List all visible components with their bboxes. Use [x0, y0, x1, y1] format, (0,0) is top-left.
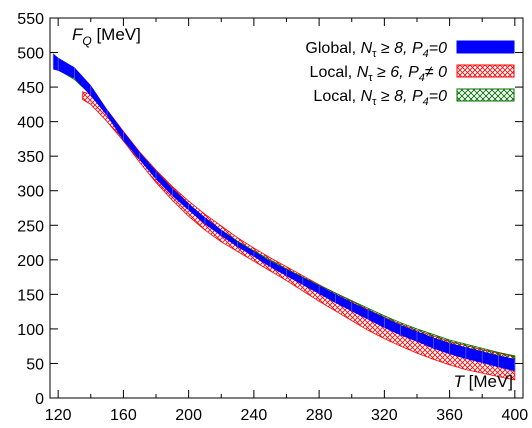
legend-label: Local, Nτ ≥ 6, P4≠ 0 — [310, 64, 448, 84]
y-tick-label: 350 — [17, 149, 44, 166]
y-tick-label: 150 — [17, 287, 44, 304]
legend-swatch — [456, 40, 515, 54]
legend-label: Global, Nτ ≥ 8, P4=0 — [305, 40, 447, 60]
y-axis: 0 50 100 150 200 250 300 350 400 450 500 550 — [17, 11, 523, 408]
y-tick-label: 450 — [17, 80, 44, 97]
y-tick-label: 100 — [17, 322, 44, 339]
x-tick-label: 120 — [45, 407, 72, 424]
x-axis-label: T [MeV] — [453, 372, 513, 391]
legend-swatch — [456, 88, 515, 102]
series-1-band — [52, 53, 516, 372]
series-3-band — [57, 64, 516, 361]
y-tick-label: 0 — [35, 391, 44, 408]
y-tick-label: 50 — [26, 356, 44, 373]
data-bands — [52, 53, 516, 381]
x-tick-label: 200 — [175, 407, 202, 424]
series-2-band — [82, 91, 516, 381]
y-axis-label: FQ [MeV] — [72, 25, 141, 48]
legend-entry-1: Global, Nτ ≥ 8, P4=0 — [305, 40, 515, 60]
legend: Global, Nτ ≥ 8, P4=0 Local, Nτ ≥ 6, P4≠ 0… — [305, 40, 515, 108]
band-2 — [57, 64, 516, 361]
y-tick-label: 500 — [17, 46, 44, 63]
x-tick-label: 240 — [241, 407, 268, 424]
legend-entry-2: Local, Nτ ≥ 6, P4≠ 0 — [310, 64, 515, 84]
y-tick-label: 250 — [17, 218, 44, 235]
x-tick-label: 280 — [306, 407, 333, 424]
legend-label: Local, Nτ ≥ 8, P4=0 — [313, 88, 447, 108]
band-1 — [82, 91, 516, 381]
legend-swatch — [456, 64, 515, 78]
legend-entry-3: Local, Nτ ≥ 8, P4=0 — [313, 88, 515, 108]
y-tick-label: 400 — [17, 115, 44, 132]
x-tick-label: 320 — [371, 407, 398, 424]
y-tick-label: 200 — [17, 253, 44, 270]
y-tick-label: 300 — [17, 184, 44, 201]
y-tick-label: 550 — [17, 11, 44, 28]
x-axis: 120 160 200 240 280 320 360 400 — [45, 18, 528, 424]
axis-labels: FQ [MeV] T [MeV] — [72, 25, 513, 391]
x-tick-label: 360 — [436, 407, 463, 424]
x-tick-label: 400 — [501, 407, 528, 424]
x-tick-label: 160 — [110, 407, 137, 424]
